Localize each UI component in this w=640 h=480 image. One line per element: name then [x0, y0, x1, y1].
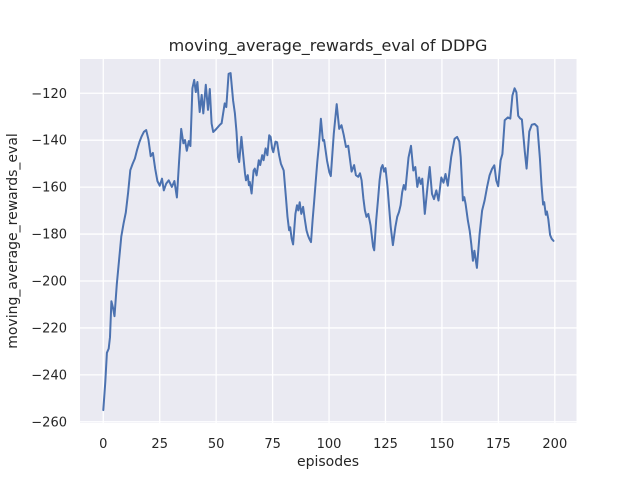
- x-tick-label: 200: [542, 437, 567, 452]
- x-tick-label: 50: [208, 437, 225, 452]
- x-tick-labels: 0 25 50 75 100 125 150 175 200: [99, 437, 567, 452]
- x-tick-label: 0: [99, 437, 107, 452]
- y-tick-label: −120: [31, 87, 67, 102]
- x-tick-label: 25: [151, 437, 168, 452]
- series-line-ddpg: [102, 72, 555, 412]
- y-tick-label: −140: [31, 134, 67, 149]
- x-tick-label: 75: [264, 437, 281, 452]
- x-axis-label: episodes: [297, 454, 359, 470]
- x-tick-label: 175: [486, 437, 511, 452]
- y-tick-labels: −120 −140 −160 −180 −200 −220 −240 −260: [31, 87, 67, 431]
- x-tick-label: 125: [373, 437, 398, 452]
- y-tick-label: −260: [31, 415, 67, 430]
- x-tick-label: 100: [317, 437, 342, 452]
- chart-title: moving_average_rewards_eval of DDPG: [169, 36, 488, 56]
- x-tick-label: 150: [430, 437, 455, 452]
- y-tick-label: −200: [31, 275, 67, 290]
- y-tick-label: −240: [31, 368, 67, 383]
- axes-background: [80, 59, 577, 423]
- y-axis-label: moving_average_rewards_eval: [5, 133, 21, 349]
- y-tick-label: −220: [31, 321, 67, 336]
- y-tick-label: −180: [31, 228, 67, 243]
- y-tick-label: −160: [31, 181, 67, 196]
